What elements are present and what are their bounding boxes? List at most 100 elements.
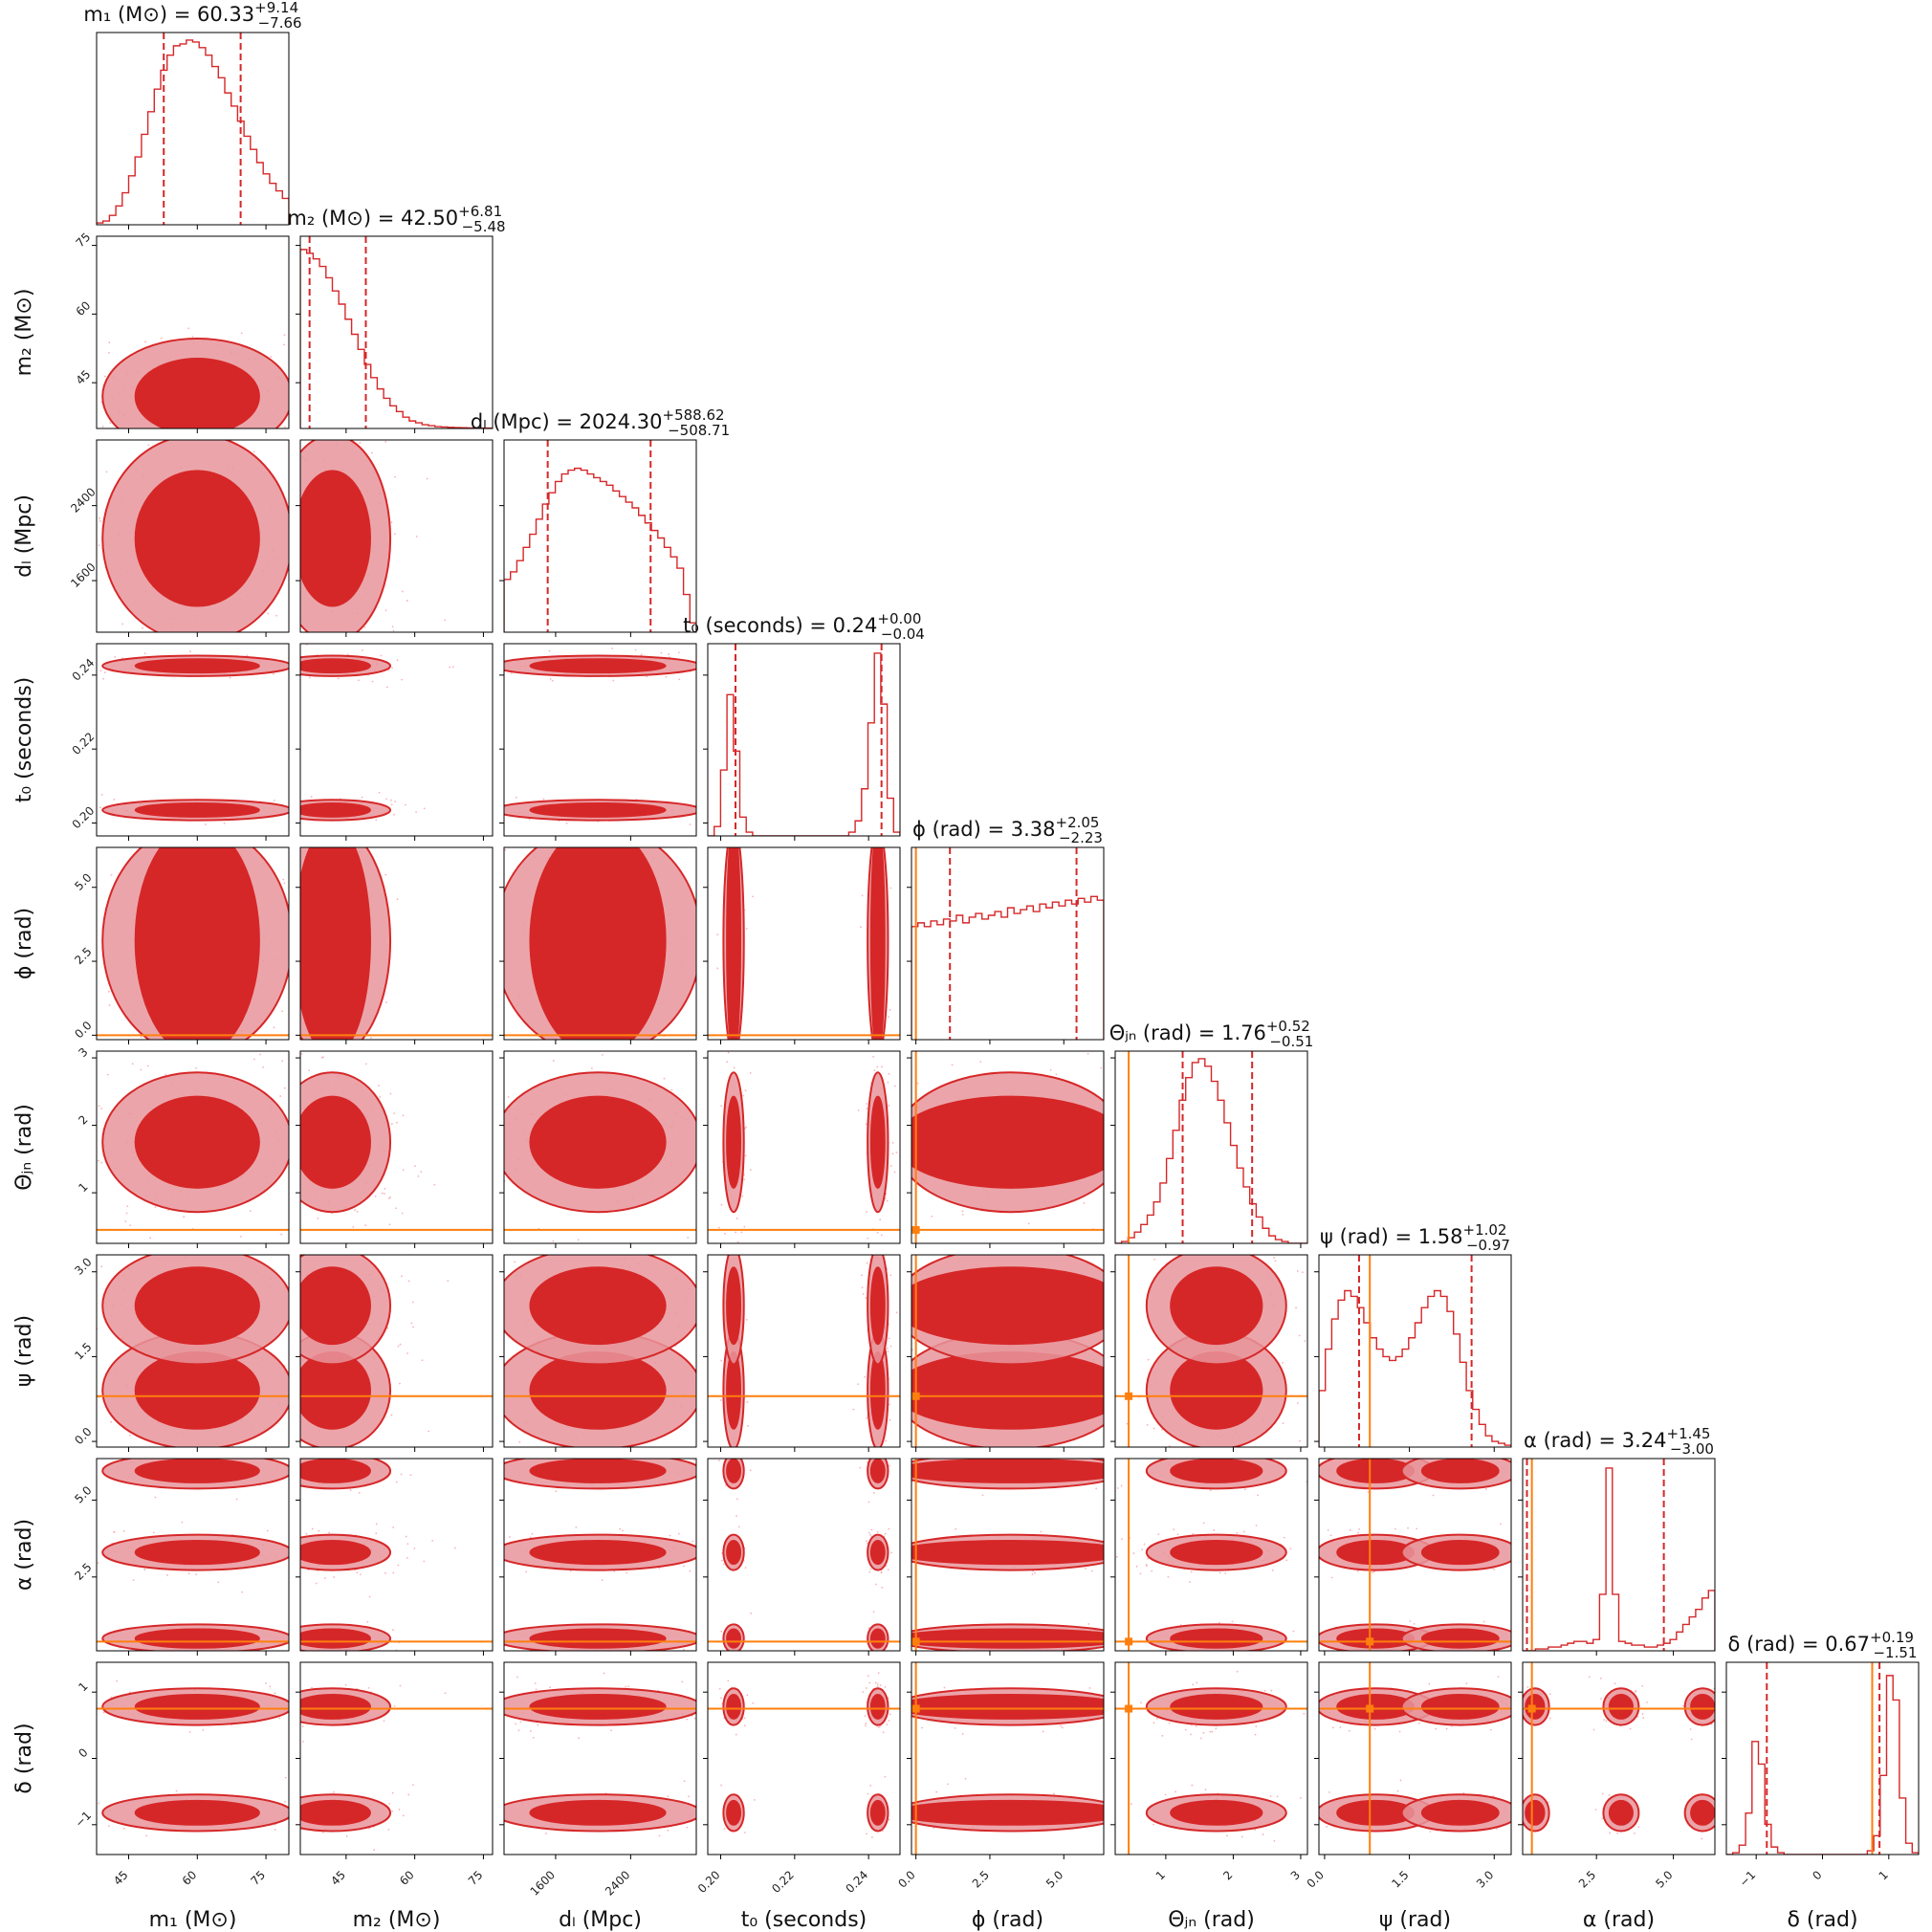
panel-frame	[96, 1050, 290, 1244]
joint-panel-m2-t0	[289, 643, 494, 841]
sample-point	[1314, 1387, 1316, 1389]
sample-point	[291, 1206, 293, 1208]
sample-point	[886, 1347, 889, 1350]
sample-point	[875, 769, 877, 771]
sample-point	[1257, 1494, 1260, 1497]
sample-point	[1116, 1469, 1118, 1471]
contour-t0-alpha-1-2-1	[726, 1459, 742, 1483]
sample-point	[668, 653, 670, 655]
sample-point	[1330, 1315, 1332, 1317]
sample-point	[745, 1220, 747, 1222]
sample-point	[1311, 1141, 1313, 1143]
sample-point	[1524, 1542, 1526, 1544]
sample-point	[677, 1532, 680, 1535]
sample-point	[249, 1210, 252, 1213]
sample-point	[291, 367, 293, 369]
sample-point	[742, 1094, 745, 1097]
sample-point	[293, 668, 295, 670]
sample-point	[1312, 1361, 1314, 1363]
sample-point	[188, 1730, 191, 1733]
sample-point	[507, 1096, 510, 1098]
sample-point	[827, 1546, 829, 1548]
sample-point	[155, 436, 157, 438]
sample-point	[886, 1199, 889, 1202]
sample-point	[853, 1463, 855, 1465]
sample-point	[478, 671, 480, 673]
sample-point	[873, 1069, 876, 1071]
sample-point	[689, 1570, 692, 1572]
sample-point	[296, 407, 298, 409]
panel-frame	[1114, 1458, 1308, 1652]
contour-dL-delta-0-0-1	[529, 1693, 667, 1720]
contour-m1-delta-0-0-1	[134, 1693, 260, 1720]
sample-point	[276, 1725, 278, 1727]
sample-point	[603, 1449, 604, 1451]
sample-point	[1113, 1320, 1115, 1322]
sample-point	[228, 1787, 230, 1789]
sample-point	[893, 1556, 895, 1558]
sample-point	[380, 654, 383, 657]
sample-point	[285, 1021, 287, 1022]
sample-point	[787, 1370, 789, 1372]
sample-point	[782, 1560, 784, 1562]
sample-point	[778, 1117, 779, 1119]
sample-point	[719, 875, 721, 877]
sample-point	[796, 1652, 798, 1654]
sample-point	[781, 1340, 783, 1342]
sample-point	[114, 656, 117, 658]
sample-point	[745, 1318, 748, 1321]
sample-point	[1132, 1482, 1134, 1483]
contour-m2-theta_jn-0-0-1	[300, 1095, 371, 1189]
joint-panel-m1-m2	[92, 235, 293, 438]
sample-point	[110, 873, 113, 876]
sample-point	[1255, 1524, 1258, 1526]
sample-point	[1394, 1443, 1395, 1445]
sample-point	[889, 887, 892, 889]
sample-point	[327, 355, 329, 357]
sample-point	[428, 1430, 430, 1433]
sample-point	[55, 516, 56, 518]
sample-point	[495, 757, 497, 758]
sample-point	[364, 1224, 367, 1227]
sample-point	[302, 1740, 304, 1743]
sample-point	[479, 661, 481, 663]
contour-t0-alpha-0-2-1	[869, 1459, 886, 1483]
sample-point	[296, 1385, 298, 1387]
sample-point	[341, 392, 343, 394]
sample-point	[472, 1286, 473, 1288]
sample-point	[712, 1267, 714, 1269]
sample-point	[625, 1685, 627, 1688]
sample-point	[878, 583, 880, 585]
sample-point	[735, 1733, 737, 1736]
sample-point	[317, 1218, 319, 1219]
sample-point	[1409, 1620, 1412, 1622]
panel-frame	[911, 846, 1105, 1041]
sample-point	[354, 1212, 356, 1214]
sample-point	[603, 1672, 605, 1675]
sample-point	[834, 1133, 836, 1135]
sample-point	[514, 1261, 516, 1263]
sample-point	[879, 1724, 882, 1727]
sample-point	[94, 705, 96, 707]
sample-point	[103, 671, 106, 674]
sample-point	[289, 817, 291, 819]
panel-frame	[707, 1050, 901, 1244]
sample-point	[353, 796, 355, 798]
joint-panel-phi-psi	[787, 1254, 1332, 1452]
sample-point	[775, 1128, 777, 1130]
sample-point	[495, 1179, 497, 1181]
sample-point	[1139, 1480, 1141, 1482]
sample-point	[848, 1047, 850, 1049]
sample-point	[749, 1169, 752, 1172]
sample-point	[627, 1685, 630, 1687]
sample-point	[414, 1165, 416, 1168]
histogram-alpha	[1523, 1467, 1715, 1651]
sample-point	[143, 1569, 146, 1570]
sample-point	[238, 751, 240, 753]
sample-point	[803, 1085, 805, 1087]
sample-point	[689, 823, 692, 825]
sample-point	[409, 1474, 412, 1477]
sample-point	[323, 1448, 325, 1450]
sample-point	[859, 1466, 862, 1469]
joint-panel-m2-theta_jn	[285, 1021, 494, 1248]
